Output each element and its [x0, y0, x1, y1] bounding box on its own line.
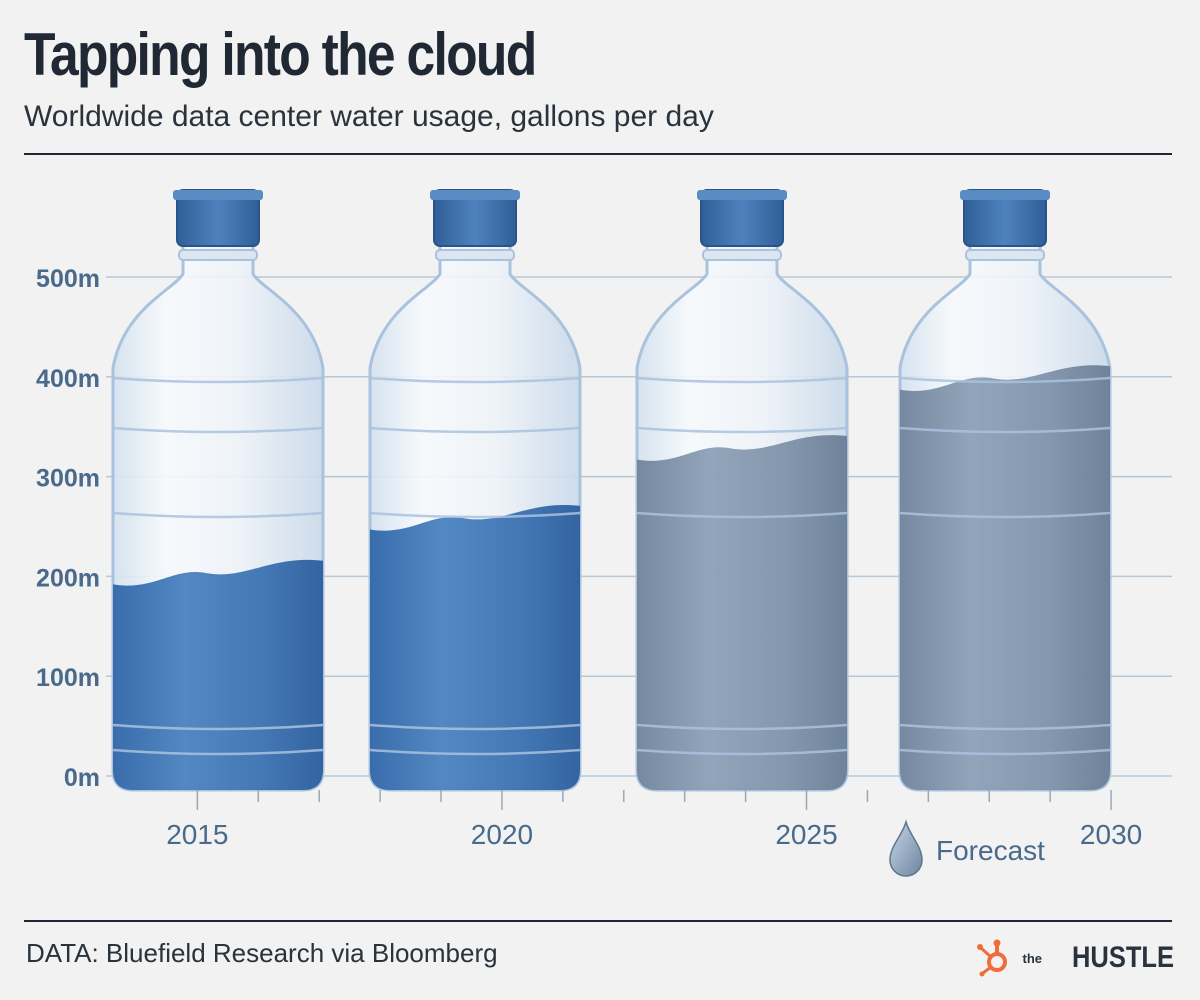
bottle-ridge	[112, 376, 324, 384]
y-tick-label: 500m	[36, 265, 100, 293]
water-drop-icon	[889, 819, 923, 877]
legend: Forecast	[889, 819, 1045, 877]
bottle-ridge	[899, 426, 1111, 434]
top-divider	[24, 153, 1172, 155]
legend-label: Forecast	[936, 835, 1045, 866]
bottle-cap-rim	[430, 190, 520, 200]
y-tick-label: 300m	[36, 465, 100, 493]
x-tick-label: 2030	[1080, 819, 1142, 850]
water-usage-chart: 0m 100m 200m 300m 400m 500m 2015 2020 2025 2030 F…	[36, 189, 1172, 877]
axes: 0m 100m 200m 300m 400m 500m 2015 2020 2025 2030	[36, 265, 1142, 850]
chart-subtitle: Worldwide data center water usage, gallo…	[24, 100, 714, 133]
bottle-ridge	[636, 426, 848, 434]
bottle-bar	[635, 189, 849, 792]
bottle-neck-ring	[702, 249, 782, 261]
forecast-water-fill	[900, 365, 1110, 790]
bottle-ridge	[112, 748, 324, 756]
bottle-ridge	[369, 748, 581, 756]
bottle-ridge	[899, 511, 1111, 519]
brand-logo: the HUSTLE	[973, 938, 1174, 978]
brand-prefix: the	[1022, 950, 1043, 966]
bottle-ridge	[369, 376, 581, 384]
bottle-bar	[368, 189, 582, 792]
bottle-bars	[111, 189, 1112, 792]
bottle-ridge	[636, 748, 848, 756]
bottle-bar	[111, 189, 325, 792]
chart-title: Tapping into the cloud	[24, 21, 537, 88]
bottle-ridge	[899, 376, 1111, 384]
bottle-neck-ring	[435, 249, 515, 261]
bottle-ridge	[369, 511, 581, 519]
bottle-ridge	[636, 376, 848, 384]
bottle-cap-rim	[960, 190, 1050, 200]
bottle-cap-rim	[697, 190, 787, 200]
bottle-cap-rim	[173, 190, 263, 200]
bottle-ridge	[112, 723, 324, 731]
bottle-ridge	[899, 723, 1111, 731]
y-tick-label: 100m	[36, 664, 100, 692]
bottle-ridge	[369, 426, 581, 434]
bottle-ridge	[636, 723, 848, 731]
bottle-ridge	[369, 723, 581, 731]
hubspot-sprocket-icon	[976, 939, 1007, 977]
bottle-ridge	[636, 511, 848, 519]
x-tick-label: 2020	[471, 819, 533, 850]
bottle-ridge	[112, 426, 324, 434]
bottle-bar	[898, 189, 1112, 792]
x-tick-label: 2015	[166, 819, 228, 850]
bottom-divider	[24, 920, 1172, 922]
y-tick-label: 200m	[36, 564, 100, 592]
bottle-ridge	[112, 511, 324, 519]
bottle-neck-ring	[178, 249, 258, 261]
actual-water-fill	[113, 559, 323, 790]
bottle-neck-ring	[965, 249, 1045, 261]
actual-water-fill	[370, 505, 580, 790]
y-tick-label: 0m	[64, 764, 100, 792]
y-tick-label: 400m	[36, 365, 100, 393]
data-source: DATA: Bluefield Research via Bloomberg	[26, 938, 498, 968]
bottle-ridge	[899, 748, 1111, 756]
forecast-water-fill	[637, 435, 847, 790]
x-tick-label: 2025	[775, 819, 837, 850]
brand-name: HUSTLE	[1072, 941, 1174, 974]
